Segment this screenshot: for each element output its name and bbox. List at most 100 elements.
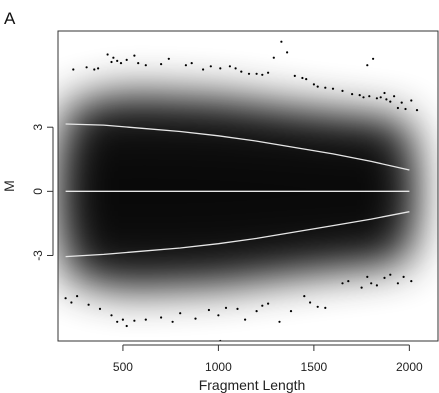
outlier-point — [309, 301, 312, 304]
outlier-point — [234, 67, 237, 70]
outlier-point — [385, 98, 388, 101]
x-axis: 500 1000 1500 2000 — [113, 344, 423, 374]
outlier-point — [106, 53, 109, 56]
outlier-point — [207, 308, 210, 312]
outlier-point — [293, 74, 296, 77]
trend-line-2 — [65, 211, 410, 258]
outlier-point — [368, 95, 371, 98]
outlier-point — [316, 85, 319, 88]
outlier-point — [93, 68, 96, 71]
outlier-point — [324, 86, 327, 89]
outlier-point — [184, 64, 187, 67]
outlier-point — [190, 62, 193, 65]
outlier-point — [110, 60, 113, 64]
outlier-point — [370, 282, 373, 285]
outlier-point — [244, 318, 247, 321]
panel-letter: A — [4, 9, 16, 28]
outlier-point — [240, 70, 243, 73]
y-tick-label: 3 — [31, 124, 45, 131]
outlier-point — [209, 65, 212, 68]
outlier-point — [360, 286, 363, 289]
outlier-point — [98, 307, 102, 310]
outlier-point — [400, 101, 403, 104]
outlier-point — [379, 96, 382, 99]
outlier-point — [85, 66, 88, 69]
outlier-point — [305, 78, 308, 81]
outlier-point — [64, 297, 67, 300]
outlier-point — [125, 58, 128, 62]
outlier-point — [375, 97, 378, 100]
outlier-point — [228, 65, 231, 68]
outlier-point — [76, 295, 79, 298]
outlier-point — [119, 62, 123, 65]
outlier-point — [125, 324, 128, 328]
y-tick-label: -3 — [31, 250, 45, 261]
trend-line-0 — [65, 123, 410, 171]
outlier-point — [121, 318, 124, 321]
outlier-point — [289, 310, 293, 313]
outlier-point — [396, 106, 399, 110]
outlier-point — [389, 100, 392, 103]
outlier-point — [366, 64, 369, 67]
outlier-point — [324, 306, 327, 309]
outlier-point — [372, 57, 375, 60]
outlier-point — [261, 73, 264, 76]
outlier-point — [331, 87, 335, 90]
outlier-point — [179, 312, 182, 315]
outlier-point — [280, 40, 283, 43]
outlier-point — [312, 83, 315, 86]
outlier-point — [133, 319, 136, 322]
outlier-point — [202, 68, 205, 71]
outlier-point — [404, 107, 407, 111]
outlier-point — [160, 63, 163, 66]
outlier-point — [72, 68, 75, 71]
outlier-point — [110, 314, 113, 317]
outlier-point — [116, 320, 119, 323]
outlier-point — [87, 303, 90, 306]
outlier-point — [144, 318, 147, 321]
outlier-point — [341, 89, 344, 92]
x-tick-label: 2000 — [396, 360, 423, 374]
outlier-point — [267, 71, 270, 74]
outlier-point — [255, 310, 258, 313]
outlier-point — [347, 280, 350, 283]
outlier-point — [410, 280, 413, 283]
outlier-point — [393, 95, 396, 98]
outlier-point — [410, 99, 413, 102]
outlier-point — [171, 320, 174, 323]
outlier-point — [383, 276, 386, 279]
outlier-point — [167, 57, 170, 60]
outlier-point — [261, 304, 264, 307]
outlier-point — [341, 282, 344, 285]
outlier-point — [116, 59, 119, 63]
outlier-point — [217, 314, 220, 317]
outlier-point — [194, 317, 197, 320]
outlier-point — [70, 301, 73, 304]
outlier-point — [366, 275, 369, 278]
outlier-point — [396, 282, 399, 285]
outlier-point — [97, 67, 100, 70]
outlier-point — [137, 62, 140, 65]
outlier-point — [286, 51, 289, 54]
outlier-point — [224, 306, 228, 309]
x-axis-title: Fragment Length — [199, 377, 306, 393]
outlier-point — [375, 284, 378, 287]
outlier-point — [247, 72, 251, 75]
y-axis-title: M — [1, 180, 17, 192]
outlier-point — [415, 109, 419, 112]
outlier-point — [236, 307, 239, 310]
outlier-point — [267, 302, 270, 305]
y-axis: -3 0 3 — [31, 124, 54, 261]
y-tick-label: 0 — [31, 188, 45, 195]
outlier-point — [303, 295, 306, 298]
outlier-point — [219, 67, 222, 70]
outlier-point — [278, 320, 281, 323]
outlier-point — [362, 96, 365, 99]
outlier-point — [351, 93, 354, 96]
outlier-point — [358, 94, 361, 97]
outlier-point — [144, 64, 147, 67]
outlier-point — [383, 91, 386, 95]
x-tick-label: 500 — [113, 360, 133, 374]
plot-frame — [57, 30, 439, 342]
